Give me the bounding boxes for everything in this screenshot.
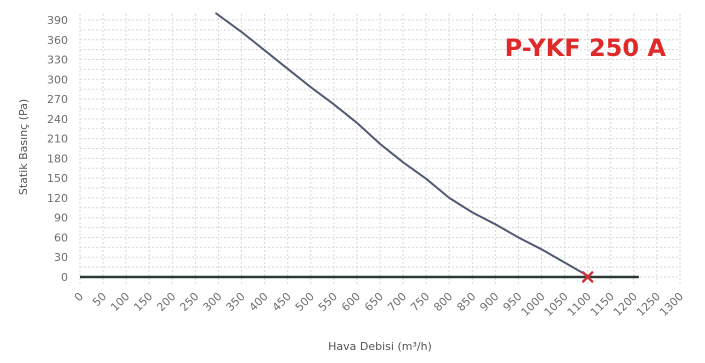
y-tick-label: 300: [47, 73, 68, 86]
x-tick-label: 50: [90, 290, 109, 309]
y-tick-label: 330: [47, 54, 68, 67]
operating-point: [581, 271, 594, 283]
x-tick-label: 1000: [519, 290, 548, 319]
x-tick-label: 650: [362, 290, 386, 314]
chart-title: P-YKF 250 A: [505, 34, 667, 62]
x-tick-labels: 0 50 100 150 200 250 300 350 400 450 500 550 600 650 7…: [72, 290, 686, 319]
x-tick-label: 1300: [657, 290, 686, 319]
y-tick-label: 210: [47, 133, 68, 146]
x-tick-label: 850: [454, 290, 478, 314]
series-line: [215, 12, 589, 277]
grid: [79, 14, 681, 285]
series: [215, 12, 589, 277]
x-tick-label: 600: [339, 290, 363, 314]
y-tick-label: 270: [47, 93, 68, 106]
y-axis-label: Statik Basınç (Pa): [17, 99, 30, 195]
y-tick-labels: 0 30 60 90 120 150 180 210 240 270 300 330 360 390: [47, 14, 68, 284]
y-tick-label: 0: [61, 271, 68, 284]
x-tick-label: 550: [316, 290, 340, 314]
x-tick-label: 1200: [611, 290, 640, 319]
y-tick-label: 180: [47, 152, 68, 165]
x-tick-label: 450: [270, 290, 294, 314]
x-axis-label: Hava Debisi (m³/h): [328, 340, 432, 353]
x-tick-label: 0: [72, 290, 86, 304]
x-tick-label: 900: [477, 290, 501, 314]
y-tick-label: 390: [47, 14, 68, 27]
x-tick-label: 700: [385, 290, 409, 314]
x-tick-label: 800: [431, 290, 455, 314]
y-tick-label: 120: [47, 192, 68, 205]
y-tick-label: 150: [47, 172, 68, 185]
y-tick-label: 240: [47, 113, 68, 126]
y-tick-label: 30: [54, 251, 68, 264]
x-tick-label: 1150: [588, 290, 617, 319]
x-tick-label: 500: [293, 290, 317, 314]
x-tick-label: 1100: [565, 290, 594, 319]
x-tick-label: 150: [131, 290, 155, 314]
operating-point-marker: [581, 271, 594, 283]
x-tick-label: 1050: [542, 290, 571, 319]
x-tick-label: 350: [224, 290, 248, 314]
y-tick-label: 360: [47, 34, 68, 47]
x-tick-label: 400: [247, 290, 271, 314]
x-tick-label: 300: [201, 290, 225, 314]
y-tick-label: 60: [54, 231, 68, 244]
x-tick-label: 100: [108, 290, 132, 314]
x-tick-label: 250: [177, 290, 201, 314]
y-tick-label: 90: [54, 212, 68, 225]
x-tick-label: 750: [408, 290, 432, 314]
x-tick-label: 1250: [634, 290, 663, 319]
x-tick-label: 200: [154, 290, 178, 314]
